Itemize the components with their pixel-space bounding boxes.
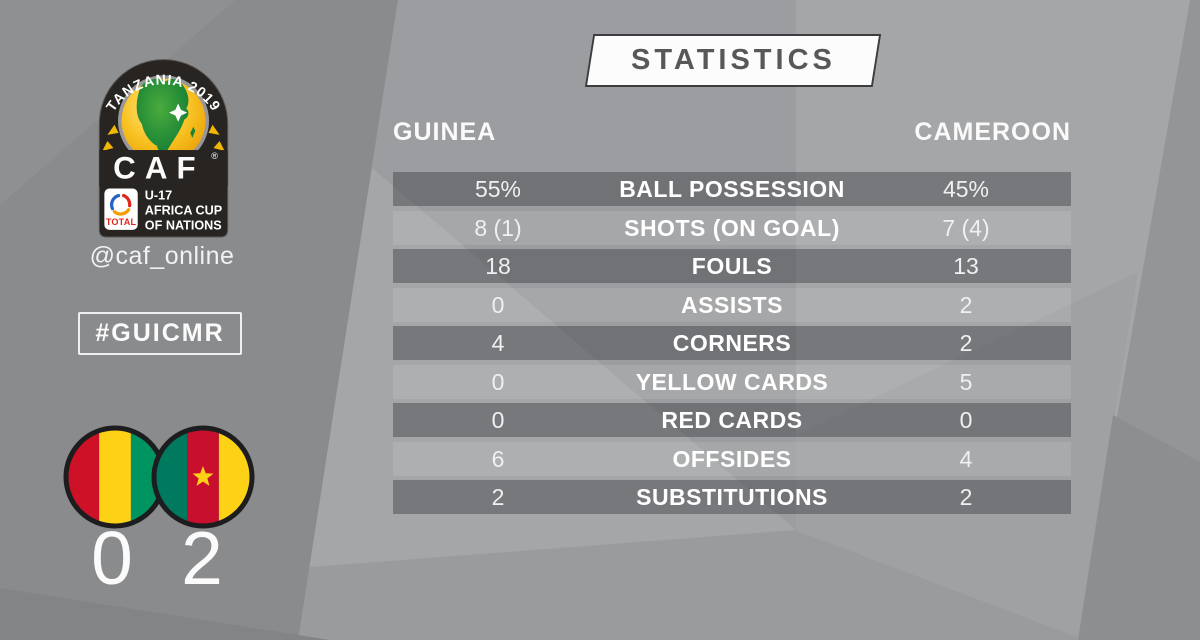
stat-label: CORNERS (672, 330, 792, 356)
home-team-name: GUINEA (393, 118, 497, 146)
team-header-row: GUINEA CAMEROON (393, 118, 1071, 148)
home-score: 0 (91, 516, 133, 600)
stat-away-value: 2 (959, 330, 973, 356)
total-globe-icon (110, 193, 132, 216)
cameroon-star-icon (192, 466, 214, 486)
social-handle: @caf_online (89, 242, 235, 270)
competition-line-2: AFRICA CUP (145, 204, 222, 218)
stat-label: YELLOW CARDS (635, 368, 829, 395)
registered-mark: ® (211, 151, 218, 161)
stat-away-value: 2 (959, 484, 973, 510)
match-hashtag: #GUICMR (95, 319, 225, 347)
stat-away-value: 13 (953, 253, 979, 279)
guinea-flag (63, 425, 167, 529)
stat-label: SHOTS (ON GOAL) (624, 214, 840, 241)
stat-row: 18 FOULS 13 (393, 249, 1071, 283)
stat-row: 2 SUBSTITUTIONS 2 (393, 480, 1071, 514)
stat-label: ASSISTS (681, 291, 783, 318)
stat-row: 4 CORNERS 2 (393, 326, 1071, 360)
stat-row: 0 YELLOW CARDS 5 (393, 364, 1071, 399)
team-flags (63, 425, 255, 529)
stat-home-value: 0 (491, 291, 505, 318)
africa-map (136, 78, 189, 154)
away-team-name: CAMEROON (914, 118, 1071, 146)
stat-label: BALL POSSESSION (619, 176, 845, 202)
star-icon (169, 103, 188, 122)
stat-row: 55% BALL POSSESSION 45% (393, 172, 1071, 206)
stat-row: 0 RED CARDS 0 (393, 403, 1071, 437)
stat-home-value: 0 (491, 368, 505, 395)
stat-home-value: 55% (474, 176, 522, 202)
stat-row: 6 OFFSIDES 4 (393, 441, 1071, 476)
caf-band (99, 150, 228, 187)
caf-logo: TANZANIA 2019 CAF ® TOTAL U-17 AFRICA CU… (98, 59, 229, 238)
stat-home-value: 2 (491, 484, 505, 510)
competition-line-3: OF NATIONS (145, 218, 222, 232)
competition-line-1: U-17 (145, 189, 172, 203)
stat-away-value: 7 (4) (942, 214, 990, 241)
stat-away-value: 0 (959, 407, 973, 433)
stat-home-value: 4 (491, 330, 505, 356)
sponsor-name: TOTAL (106, 217, 137, 227)
away-score: 2 (181, 516, 223, 600)
cameroon-flag (151, 425, 255, 529)
stats-table: 55% BALL POSSESSION 45% 8 (1) SHOTS (ON GOAL… (393, 172, 1071, 519)
madagascar (190, 126, 196, 138)
stat-home-value: 18 (485, 253, 511, 279)
stat-home-value: 0 (491, 407, 505, 433)
stat-label: RED CARDS (661, 407, 803, 433)
statistics-title: STATISTICS (630, 44, 836, 76)
stat-away-value: 5 (959, 368, 973, 395)
stat-away-value: 45% (942, 176, 990, 202)
stat-away-value: 2 (959, 291, 973, 318)
stat-home-value: 6 (491, 445, 505, 472)
stat-row: 0 ASSISTS 2 (393, 287, 1071, 322)
stat-row: 8 (1) SHOTS (ON GOAL) 7 (4) (393, 210, 1071, 245)
stat-home-value: 8 (1) (474, 214, 522, 241)
stat-label: FOULS (691, 253, 773, 279)
stat-label: OFFSIDES (672, 445, 792, 472)
stat-label: SUBSTITUTIONS (636, 484, 828, 510)
org-name: CAF (113, 150, 205, 185)
stat-away-value: 4 (959, 445, 973, 472)
match-hashtag-box: #GUICMR (78, 312, 242, 355)
statistics-header: STATISTICS (584, 34, 882, 87)
